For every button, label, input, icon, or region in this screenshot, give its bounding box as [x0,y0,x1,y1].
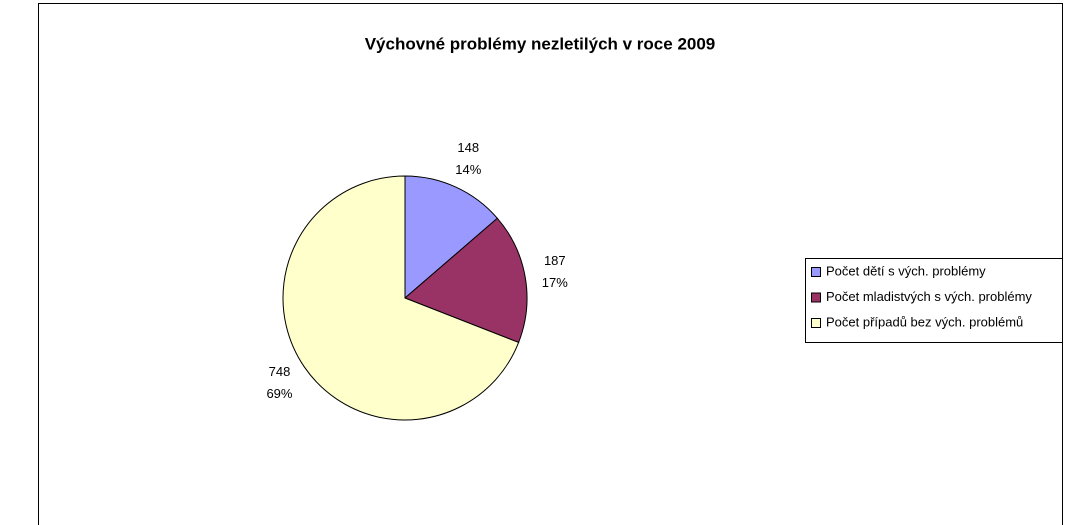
chart-title: Výchovné problémy nezletilých v roce 200… [365,34,716,53]
data-label: 148 [457,140,479,155]
percent-label: 14% [455,162,481,177]
pie-slice [282,175,520,421]
percent-label: 17% [542,275,568,290]
data-label: 187 [544,253,566,268]
legend-swatch [811,318,821,328]
legend-label: Počet mladistvých s vých. problémy [826,289,1032,304]
legend-box [805,258,1063,343]
pie-slice [404,217,528,344]
legend-swatch [811,292,821,303]
data-label: 748 [269,364,291,379]
percent-label: 69% [266,386,292,401]
pie-slice [404,175,499,300]
legend-label: Počet případů bez vých. problémů [826,314,1023,329]
legend-label: Počet dětí s vých. problémy [826,263,986,278]
legend-swatch [811,267,821,277]
